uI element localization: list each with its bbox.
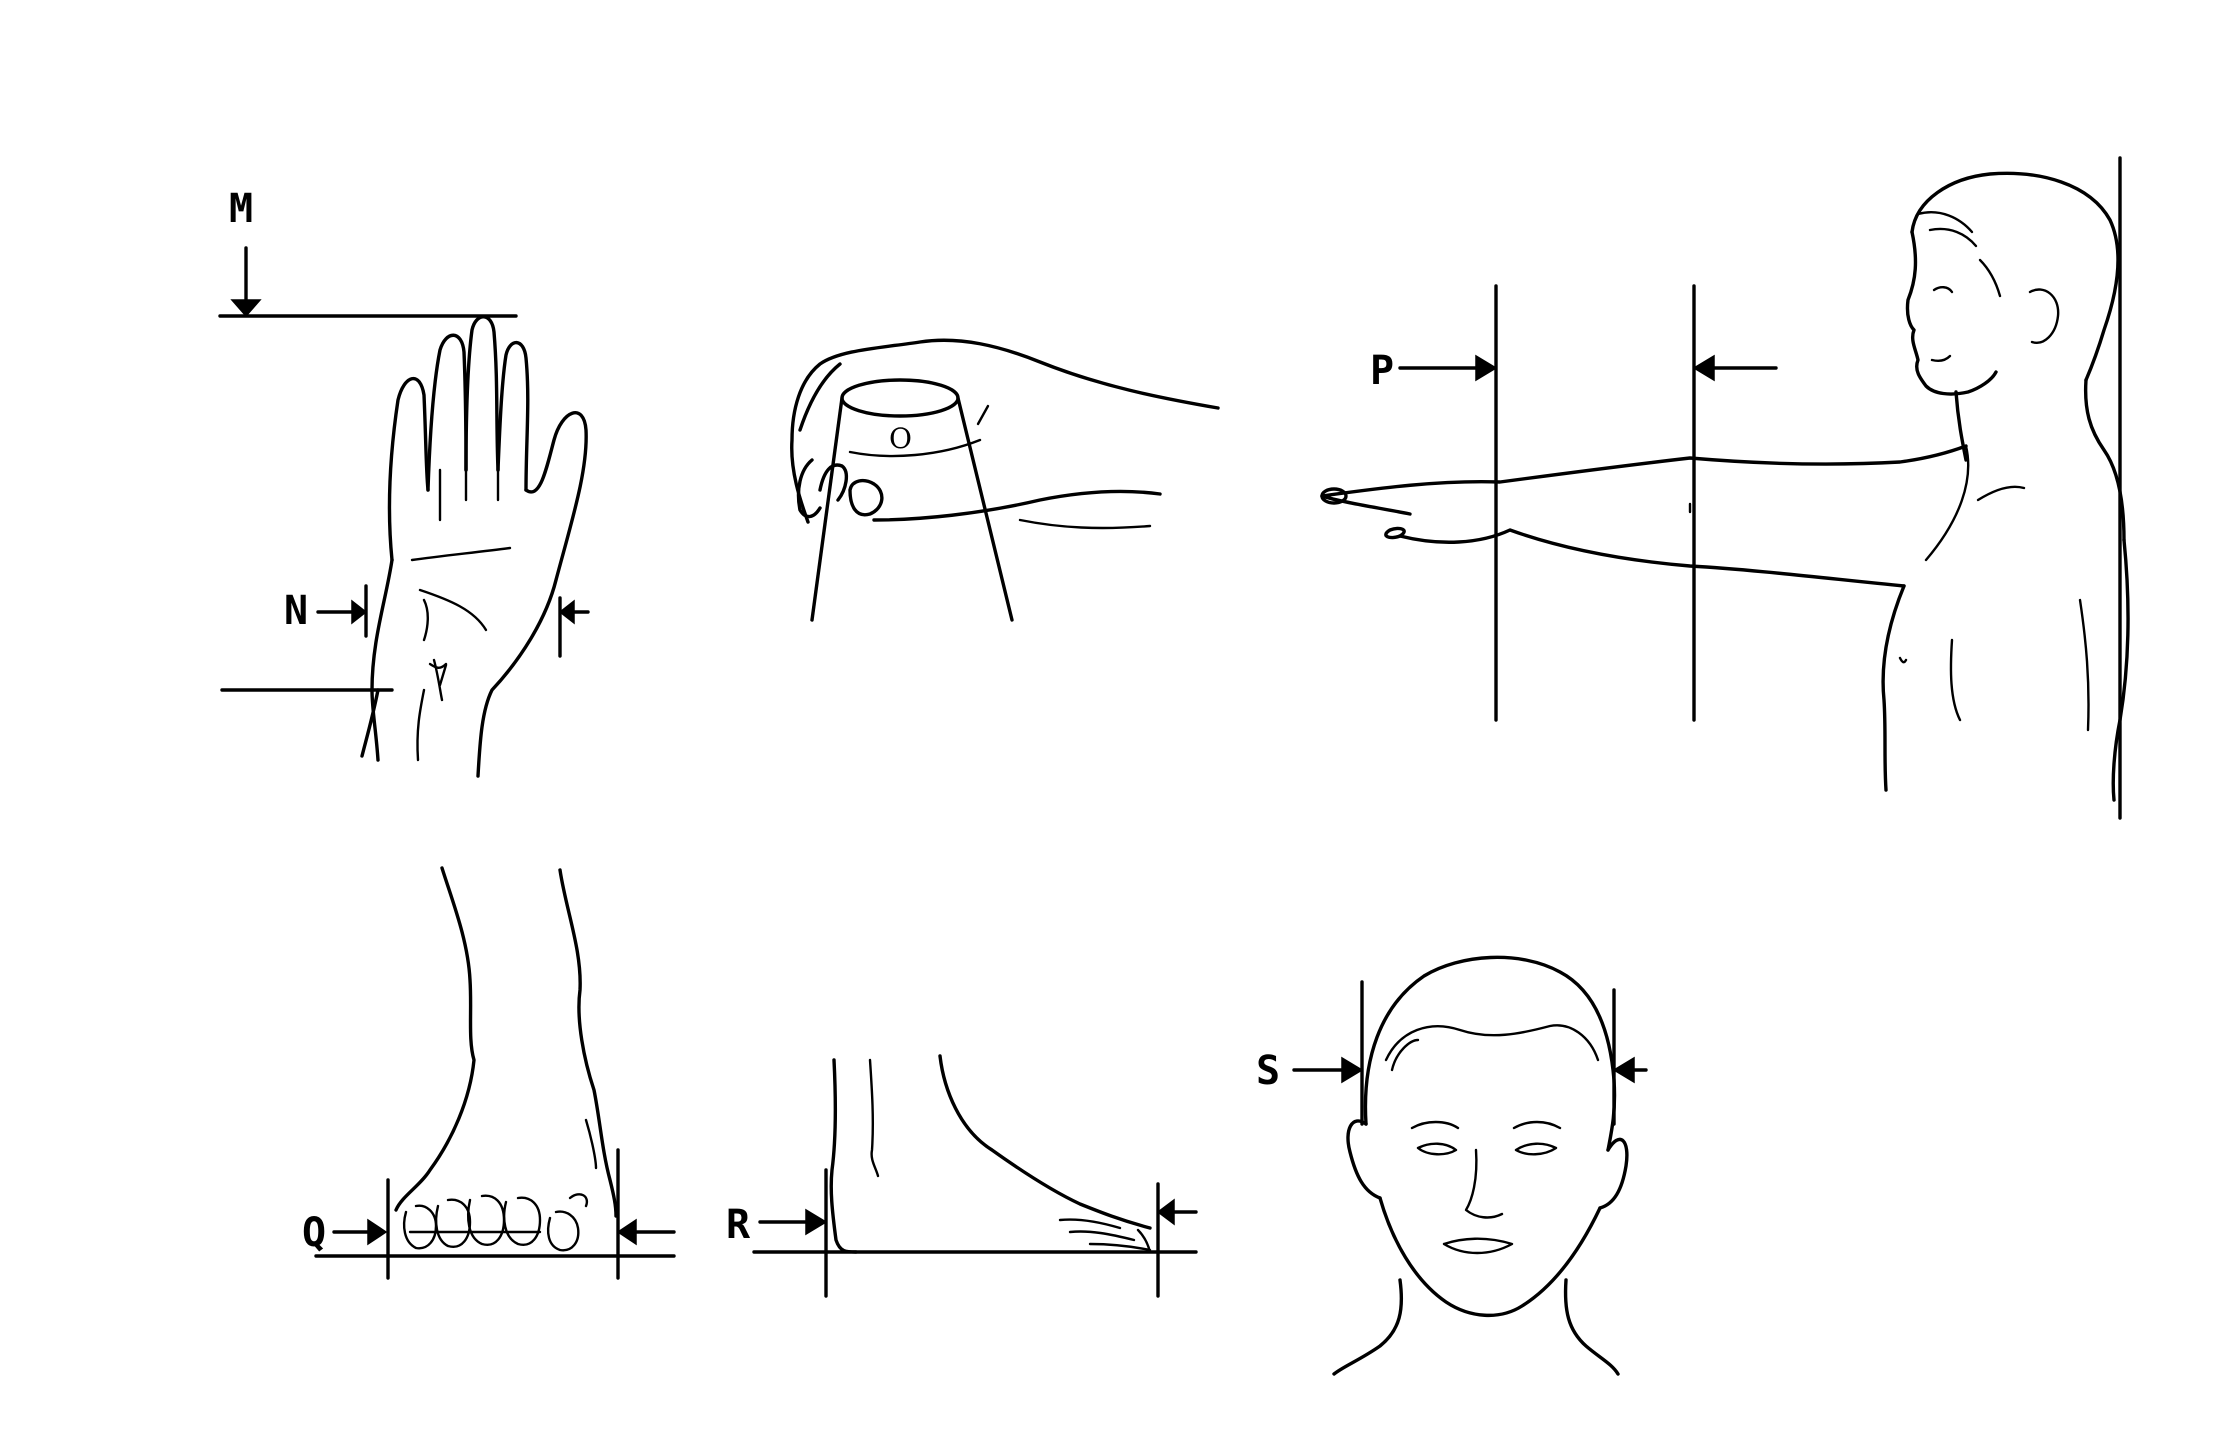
- chest-mark: [1898, 656, 1908, 664]
- back-line: [2078, 598, 2090, 732]
- arm-lower-edge: [1398, 528, 1906, 588]
- hair-part: [1390, 1038, 1420, 1072]
- label-n: N: [284, 588, 308, 634]
- side-toes: [1058, 1218, 1152, 1252]
- index-finger: [1320, 494, 1412, 516]
- foot-left-edge: [394, 866, 476, 1212]
- instep-edge: [938, 1054, 1152, 1230]
- grip-hand-upper: [790, 338, 1220, 524]
- label-r: R: [726, 1202, 751, 1248]
- grip-cylinder-band: [848, 438, 982, 458]
- foot-side-panel: R: [726, 1054, 1198, 1298]
- right-eye: [1514, 1142, 1558, 1156]
- head-outline-top: [1363, 955, 1617, 1152]
- hair-sideburn: [1978, 258, 2002, 298]
- foot-front-panel: Q: [302, 866, 676, 1280]
- grip-mark: [976, 404, 990, 426]
- arrow-s-left-head: [1341, 1056, 1364, 1084]
- grip-finger-2: [796, 458, 822, 519]
- eyebrows: [1410, 1120, 1562, 1130]
- grip-hand-lower: [872, 489, 1162, 522]
- grip-cylinder-top: [840, 378, 960, 418]
- grip-cylinder-left: [810, 396, 844, 622]
- grip-thumb: [848, 478, 884, 517]
- torso-front: [1881, 584, 1906, 792]
- hair-curl: [1916, 211, 1978, 248]
- hairline: [1384, 1024, 1600, 1062]
- left-eye: [1416, 1142, 1458, 1156]
- toes: [402, 1193, 589, 1252]
- foot-ankle-line: [584, 1118, 598, 1170]
- arrow-n-right-head: [558, 599, 575, 625]
- label-q: Q: [302, 1210, 326, 1256]
- chest-line: [1949, 638, 1962, 722]
- label-s: S: [1256, 1048, 1280, 1094]
- grip-wrist-line: [1018, 518, 1152, 530]
- label-p: P: [1370, 348, 1394, 394]
- heel-edge: [829, 1058, 858, 1254]
- hand-panel: M: [218, 186, 590, 778]
- head-front-panel: S: [1256, 955, 1648, 1376]
- grip-finger-3: [818, 463, 849, 502]
- arrow-p-left-head: [1475, 354, 1498, 382]
- hand-outline: [360, 315, 588, 778]
- mouth-front: [1442, 1237, 1514, 1255]
- arrow-n-left-head: [351, 599, 368, 625]
- armpit-line: [1924, 444, 1970, 562]
- grip-finger-1: [798, 362, 842, 432]
- arrow-q-left-head: [367, 1218, 388, 1246]
- torso-back: [2111, 538, 2130, 802]
- mouth: [1930, 354, 1952, 362]
- neck-front: [1954, 390, 1968, 462]
- left-ear: [1346, 1119, 1382, 1200]
- arrow-r-left-head: [805, 1208, 828, 1236]
- toe-tip: [1136, 1228, 1152, 1254]
- head-profile-back: [1910, 171, 2120, 382]
- eye: [1932, 286, 1954, 294]
- nose: [1464, 1148, 1504, 1219]
- grip-panel: O: [790, 338, 1220, 622]
- right-ear: [1598, 1137, 1629, 1210]
- label-m: M: [229, 186, 253, 232]
- arrow-m-head: [230, 299, 262, 318]
- collarbone: [1976, 485, 2026, 502]
- neck-left: [1332, 1278, 1404, 1376]
- reach-panel: P: [1320, 156, 2130, 820]
- foot-right-edge: [558, 868, 618, 1218]
- arm-upper-edge: [1320, 444, 1968, 498]
- label-o: O: [889, 422, 912, 455]
- grip-cylinder-right: [956, 396, 1014, 622]
- jaw: [1378, 1196, 1602, 1317]
- face-profile: [1905, 230, 1998, 396]
- ear: [2028, 288, 2060, 344]
- neck-back: [2083, 378, 2126, 542]
- ankle-line: [868, 1058, 880, 1178]
- neck-right: [1563, 1278, 1620, 1376]
- fingertip: [1320, 487, 1348, 505]
